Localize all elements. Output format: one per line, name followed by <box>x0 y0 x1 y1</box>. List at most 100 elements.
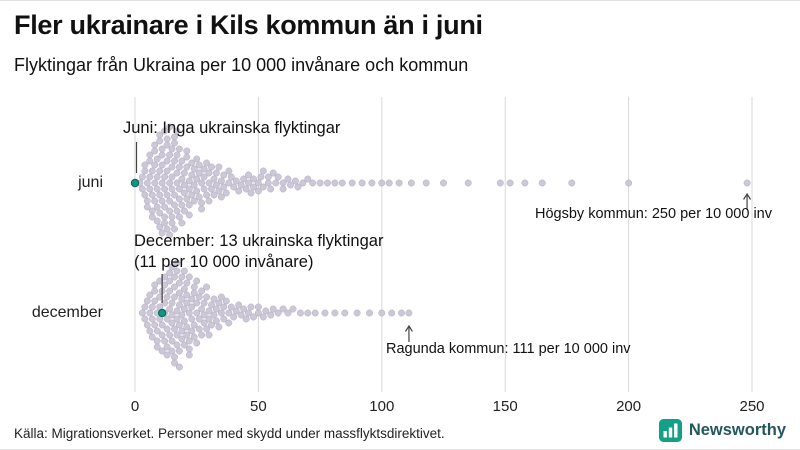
data-dot <box>148 333 156 341</box>
data-dot <box>161 185 169 193</box>
data-dot <box>163 191 171 199</box>
data-dot <box>237 181 245 189</box>
newsworthy-brand[interactable]: Newsworthy <box>658 419 786 442</box>
data-dot <box>163 325 171 333</box>
data-dot <box>193 175 201 183</box>
data-dot <box>161 299 169 307</box>
data-dot <box>180 267 188 275</box>
data-dot <box>225 179 233 187</box>
data-dot <box>368 179 376 187</box>
data-dot <box>193 339 201 347</box>
data-dot <box>198 331 206 339</box>
data-dot <box>190 165 198 173</box>
data-dot <box>210 175 218 183</box>
data-dot <box>309 179 317 187</box>
data-dot <box>151 287 159 295</box>
highlight-dot-juni <box>130 178 140 188</box>
data-dot <box>242 315 250 323</box>
data-dot <box>166 331 174 339</box>
data-dot <box>171 225 178 233</box>
data-dot <box>173 315 181 323</box>
data-dot <box>254 179 262 187</box>
data-dot <box>148 315 156 323</box>
data-dot <box>148 213 156 221</box>
data-dot <box>188 315 196 323</box>
data-dot <box>158 151 166 159</box>
data-dot <box>506 179 514 187</box>
data-dot <box>311 309 319 317</box>
data-dot <box>210 311 218 319</box>
data-dot <box>262 307 270 315</box>
data-dot <box>203 293 211 301</box>
data-dot <box>185 211 193 219</box>
data-dot <box>188 159 196 167</box>
data-dot <box>208 185 215 193</box>
data-dot <box>208 301 215 309</box>
data-dot <box>348 179 356 187</box>
data-dot <box>316 179 324 187</box>
data-dot <box>185 345 193 353</box>
data-dot <box>175 363 183 371</box>
newsworthy-brand-text: Newsworthy <box>688 421 786 439</box>
data-dot <box>171 273 178 281</box>
data-dot <box>205 169 213 177</box>
data-dot <box>185 201 193 209</box>
data-dot <box>215 299 223 307</box>
data-dot <box>289 305 297 313</box>
data-dot <box>183 279 191 287</box>
data-dot <box>168 213 176 221</box>
data-dot <box>166 151 174 159</box>
data-dot <box>538 179 546 187</box>
data-dot <box>168 347 176 355</box>
data-dot <box>183 291 191 299</box>
data-dot <box>158 197 166 205</box>
data-dot <box>168 145 176 153</box>
data-dot <box>151 179 159 187</box>
data-dot <box>173 307 181 315</box>
data-dot <box>161 213 169 221</box>
data-dot <box>138 309 146 317</box>
data-dot <box>208 321 215 329</box>
data-dot <box>398 309 405 317</box>
data-dot <box>138 173 146 181</box>
data-dot <box>304 309 312 317</box>
data-dot <box>269 169 277 177</box>
data-dot <box>163 167 171 175</box>
data-dot <box>166 287 174 295</box>
data-dot <box>141 315 149 323</box>
data-dot <box>158 161 166 169</box>
data-dot <box>166 123 174 131</box>
data-dot <box>217 293 225 301</box>
data-dot <box>568 179 576 187</box>
data-dot <box>279 185 287 193</box>
ragunda-arrow-head <box>404 324 413 332</box>
hogsby-arrow-head <box>743 192 752 200</box>
data-dot <box>195 161 203 169</box>
data-dot <box>222 189 230 197</box>
data-dot <box>205 331 213 339</box>
data-dot <box>358 179 366 187</box>
data-dot <box>225 167 233 175</box>
data-dot <box>279 305 287 313</box>
annotation-ragunda: Ragunda kommun: 111 per 10 000 inv <box>386 341 631 357</box>
data-dot <box>264 173 272 181</box>
data-dot <box>240 305 248 313</box>
data-dot <box>171 139 178 147</box>
data-dot <box>166 207 174 215</box>
data-dot <box>143 179 151 187</box>
data-dot <box>171 201 178 209</box>
data-dot <box>272 179 280 187</box>
data-dot <box>178 157 186 165</box>
data-dot <box>173 151 181 159</box>
data-dot <box>151 161 159 169</box>
data-dot <box>230 313 238 321</box>
data-dot <box>163 293 171 301</box>
data-dot <box>198 179 206 187</box>
data-dot <box>284 309 292 317</box>
data-dot <box>146 327 154 335</box>
data-dot <box>193 277 201 285</box>
data-dot <box>180 305 188 313</box>
data-dot <box>227 303 235 311</box>
data-dot <box>173 127 181 135</box>
x-tick-label: 200 <box>616 398 641 415</box>
